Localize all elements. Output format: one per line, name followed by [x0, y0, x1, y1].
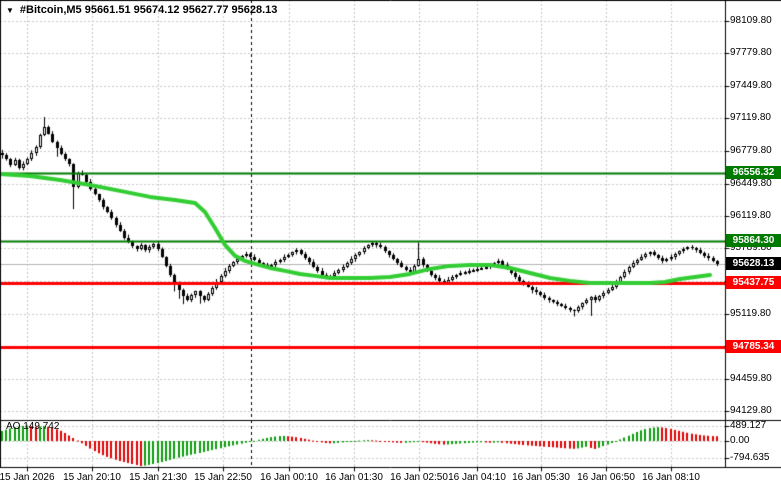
symbol-info-bar: ▼ #Bitcoin,M5 95661.51 95674.12 95627.77… — [6, 3, 277, 17]
ao-indicator-label: AO 149.742 — [6, 421, 60, 432]
chart-dropdown-icon[interactable]: ▼ — [6, 5, 14, 15]
symbol-ohlc-text: #Bitcoin,M5 95661.51 95674.12 95627.77 9… — [19, 4, 278, 16]
